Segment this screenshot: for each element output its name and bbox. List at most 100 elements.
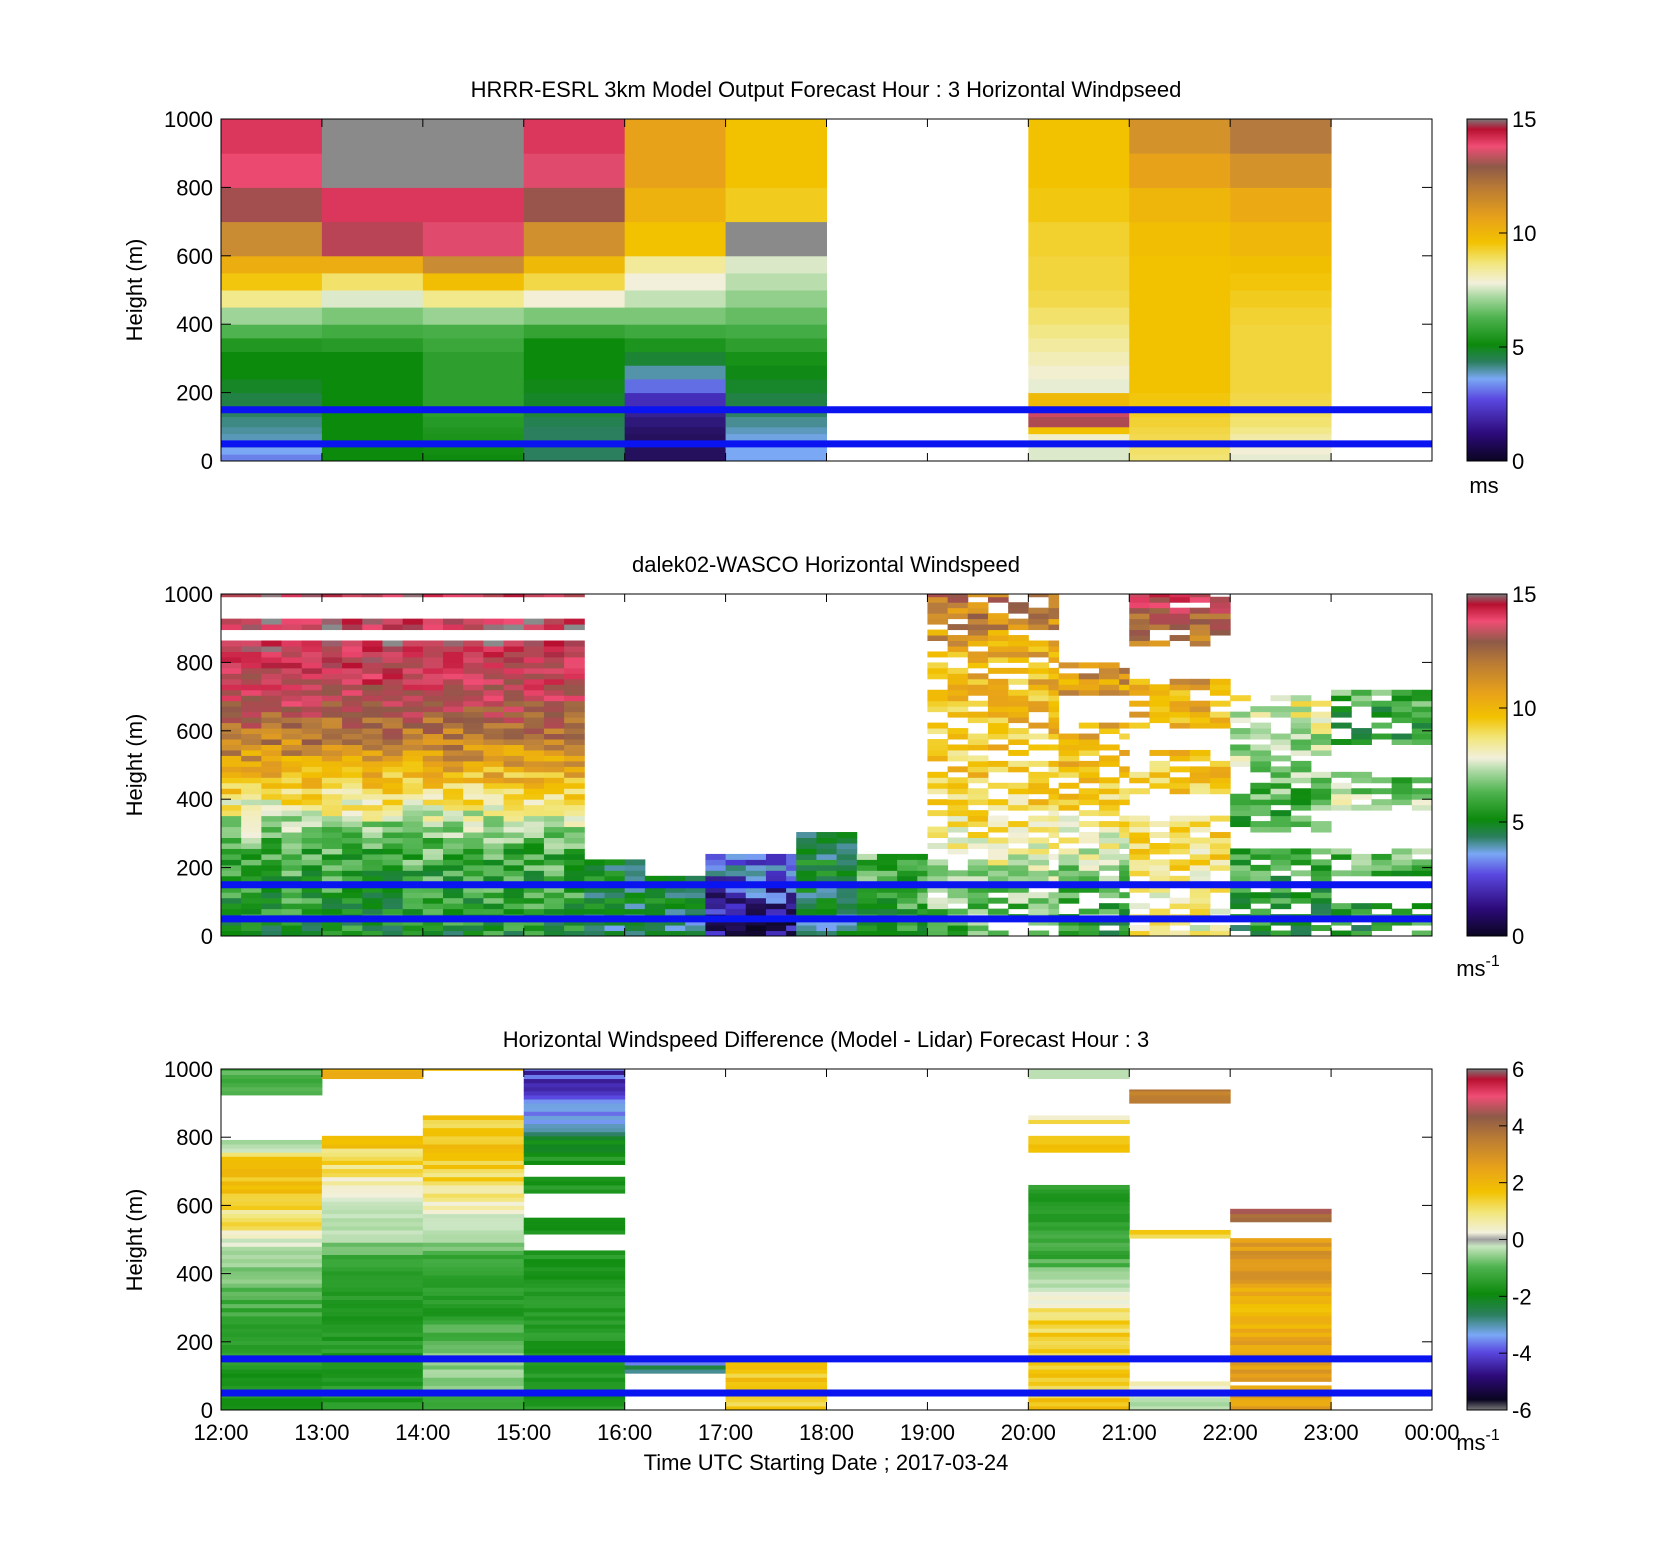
heatmap-cell xyxy=(967,908,989,915)
heatmap-cell xyxy=(644,908,666,915)
heatmap-cell xyxy=(321,1291,424,1296)
heatmap-cell xyxy=(1098,821,1120,828)
heatmap-cell xyxy=(301,706,323,713)
heatmap-cell xyxy=(321,1332,424,1337)
heatmap-cell xyxy=(543,656,565,663)
heatmap-cell xyxy=(261,706,283,713)
heatmap-cell xyxy=(1028,815,1050,822)
heatmap-cell xyxy=(1169,618,1191,625)
heatmap-cell xyxy=(947,728,969,735)
heatmap-cell xyxy=(856,930,878,936)
heatmap-cell xyxy=(221,1279,323,1284)
heatmap-cell xyxy=(1310,848,1332,855)
heatmap-cell xyxy=(301,788,323,795)
heatmap-cell xyxy=(856,897,878,904)
heatmap-cell xyxy=(1028,678,1050,685)
heatmap-cell xyxy=(523,1279,626,1284)
heatmap-cell xyxy=(1310,733,1332,740)
heatmap-cell xyxy=(1250,821,1272,828)
heatmap-cell xyxy=(1230,1208,1332,1210)
heatmap-cell xyxy=(1048,717,1060,724)
heatmap-cell xyxy=(624,886,646,893)
heatmap-cell xyxy=(947,930,969,936)
heatmap-cell xyxy=(1189,897,1211,904)
heatmap-cell xyxy=(523,1381,626,1386)
heatmap-cell xyxy=(1310,864,1332,871)
heatmap-cell xyxy=(422,645,444,652)
heatmap-cell xyxy=(1411,859,1432,866)
heatmap-cell xyxy=(1230,365,1332,380)
heatmap-cell xyxy=(342,903,363,910)
heatmap-cell xyxy=(422,640,444,647)
heatmap-cell xyxy=(422,771,444,778)
heatmap-cell xyxy=(241,859,262,866)
heatmap-cell xyxy=(745,892,767,899)
heatmap-cell xyxy=(221,1168,323,1174)
heatmap-cell xyxy=(725,1385,827,1391)
heatmap-cell xyxy=(422,153,525,188)
heatmap-cell xyxy=(1149,832,1171,839)
heatmap-cell xyxy=(725,1369,827,1374)
heatmap-cell xyxy=(1250,810,1272,817)
heatmap-cell xyxy=(503,804,525,811)
heatmap-cell xyxy=(1058,673,1080,680)
heatmap-cell xyxy=(1028,1258,1130,1264)
heatmap-cell xyxy=(967,656,989,663)
heatmap-cell xyxy=(261,651,283,658)
heatmap-cell xyxy=(1129,454,1231,461)
heatmap-cell xyxy=(1008,804,1029,811)
heatmap-cell xyxy=(725,864,747,871)
heatmap-cell xyxy=(422,119,525,154)
heatmap-cell xyxy=(1028,733,1050,740)
heatmap-cell xyxy=(241,618,262,625)
heatmap-cell xyxy=(523,153,626,188)
heatmap-cell xyxy=(1189,930,1211,936)
heatmap-cell xyxy=(422,1385,525,1391)
heatmap-cell xyxy=(321,1385,424,1391)
heatmap-cell xyxy=(624,378,727,394)
heatmap-cell xyxy=(725,416,827,428)
heatmap-cell xyxy=(362,826,383,833)
heatmap-cell xyxy=(523,1135,626,1141)
heatmap-cell xyxy=(1149,749,1171,756)
heatmap-cell xyxy=(382,815,404,822)
heatmap-cell xyxy=(967,815,989,822)
heatmap-cell xyxy=(1008,766,1029,773)
heatmap-cell xyxy=(241,651,262,658)
heatmap-cell xyxy=(422,1135,525,1141)
heatmap-cell xyxy=(1058,925,1080,932)
heatmap-cell xyxy=(422,749,444,756)
heatmap-cell xyxy=(221,925,242,932)
heatmap-cell xyxy=(362,760,383,767)
heatmap-cell xyxy=(1209,596,1231,603)
heatmap-cell xyxy=(987,853,1009,860)
heatmap-cell xyxy=(221,1234,323,1239)
heatmap-cell xyxy=(604,859,626,866)
heatmap-cell xyxy=(564,722,585,729)
heatmap-cell xyxy=(503,656,525,663)
heatmap-cell xyxy=(967,870,989,877)
heatmap-cell xyxy=(1028,447,1130,455)
heatmap-cell xyxy=(402,722,424,729)
heatmap-cell xyxy=(987,629,1009,636)
heatmap-cell xyxy=(503,782,525,789)
heatmap-cell xyxy=(836,870,858,877)
heatmap-cell xyxy=(523,842,545,849)
heatmap-cell xyxy=(382,859,404,866)
heatmap-cell xyxy=(402,624,424,631)
heatmap-cell xyxy=(261,815,283,822)
heatmap-cell xyxy=(1129,853,1150,860)
heatmap-cell xyxy=(1129,859,1150,866)
heatmap-cell xyxy=(1230,221,1332,257)
heatmap-cell xyxy=(261,624,283,631)
x-axis-tick-labels: 12:00 13:00 14:00 15:00 16:00 17:00 18:00 19:00… xyxy=(193,1420,1459,1445)
heatmap-cell xyxy=(1028,1217,1130,1223)
heatmap-cell xyxy=(362,903,383,910)
heatmap-cell xyxy=(1028,607,1050,614)
heatmap-cell xyxy=(281,760,303,767)
heatmap-cell xyxy=(301,695,323,702)
heatmap-cell xyxy=(342,728,363,735)
heatmap-cell xyxy=(422,1344,525,1350)
heatmap-cell xyxy=(261,673,283,680)
heatmap-cell xyxy=(402,656,424,663)
